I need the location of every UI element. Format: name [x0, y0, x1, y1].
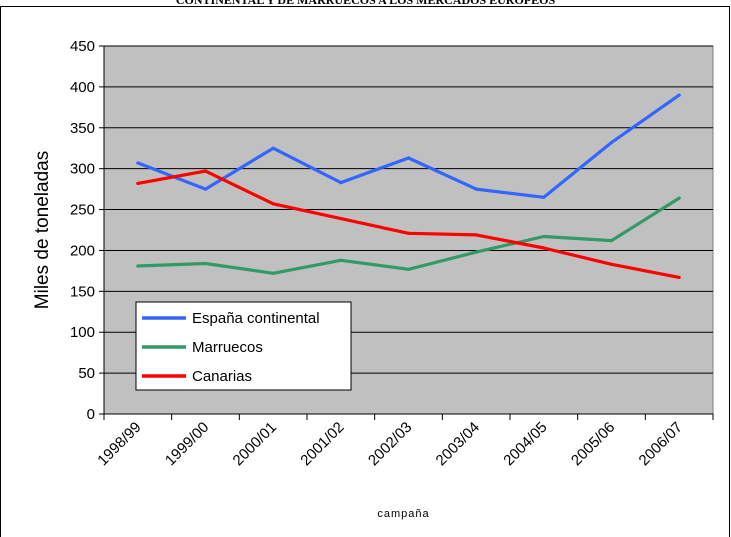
x-axis-title: campaña: [377, 508, 429, 520]
data-point: [203, 187, 208, 191]
data-point: [609, 239, 614, 243]
y-tick-label: 450: [70, 38, 95, 55]
x-tick-label: 2003/04: [433, 419, 483, 469]
y-tick-label: 50: [78, 365, 95, 382]
data-point: [474, 187, 478, 191]
data-point: [609, 140, 614, 145]
x-tick-label: 1998/99: [94, 419, 144, 469]
data-point: [406, 267, 411, 271]
data-point: [271, 146, 275, 150]
data-point: [474, 233, 478, 237]
data-point: [339, 180, 343, 185]
data-point: [677, 93, 681, 97]
y-tick-label: 0: [87, 406, 95, 423]
legend-label: Canarias: [192, 368, 252, 385]
data-point: [677, 196, 681, 200]
chart-frame-top: [0, 6, 730, 7]
chart-frame-left: [0, 6, 1, 537]
data-point: [136, 264, 140, 268]
data-point: [542, 246, 546, 250]
data-point: [677, 275, 681, 280]
x-tick-label: 2000/01: [230, 419, 280, 469]
legend-label: Marruecos: [192, 339, 263, 356]
data-point: [339, 258, 343, 262]
x-tick-label: 2004/05: [500, 419, 550, 469]
legend-label: España continental: [192, 310, 320, 327]
chart-frame-right: [729, 6, 730, 537]
data-point: [542, 195, 546, 199]
data-point: [609, 262, 614, 266]
y-tick-label: 300: [70, 161, 95, 178]
data-point: [339, 216, 343, 221]
data-point: [136, 181, 140, 185]
x-tick-label: 2001/02: [297, 419, 347, 469]
x-tick-label: 2006/07: [636, 419, 686, 469]
data-point: [271, 202, 275, 206]
y-tick-label: 400: [70, 79, 95, 96]
data-point: [203, 261, 208, 266]
y-tick-label: 350: [70, 120, 95, 137]
y-tick-label: 150: [70, 283, 95, 300]
data-point: [406, 231, 411, 235]
y-axis-title: Miles de toneladas: [32, 151, 53, 309]
data-point: [542, 234, 546, 239]
data-point: [474, 250, 478, 254]
y-tick-label: 200: [70, 242, 95, 259]
data-point: [203, 169, 208, 173]
data-point: [406, 156, 411, 160]
x-tick-label: 1999/00: [162, 419, 212, 469]
page-title: CONTINENTAL Y DE MARRUECOS A LOS MERCADO…: [175, 0, 556, 7]
y-tick-label: 100: [70, 324, 95, 341]
x-tick-label: 2005/06: [568, 419, 618, 469]
y-tick-label: 250: [70, 202, 95, 219]
x-tick-label: 2002/03: [365, 419, 415, 469]
data-point: [271, 271, 275, 275]
data-point: [136, 161, 140, 165]
